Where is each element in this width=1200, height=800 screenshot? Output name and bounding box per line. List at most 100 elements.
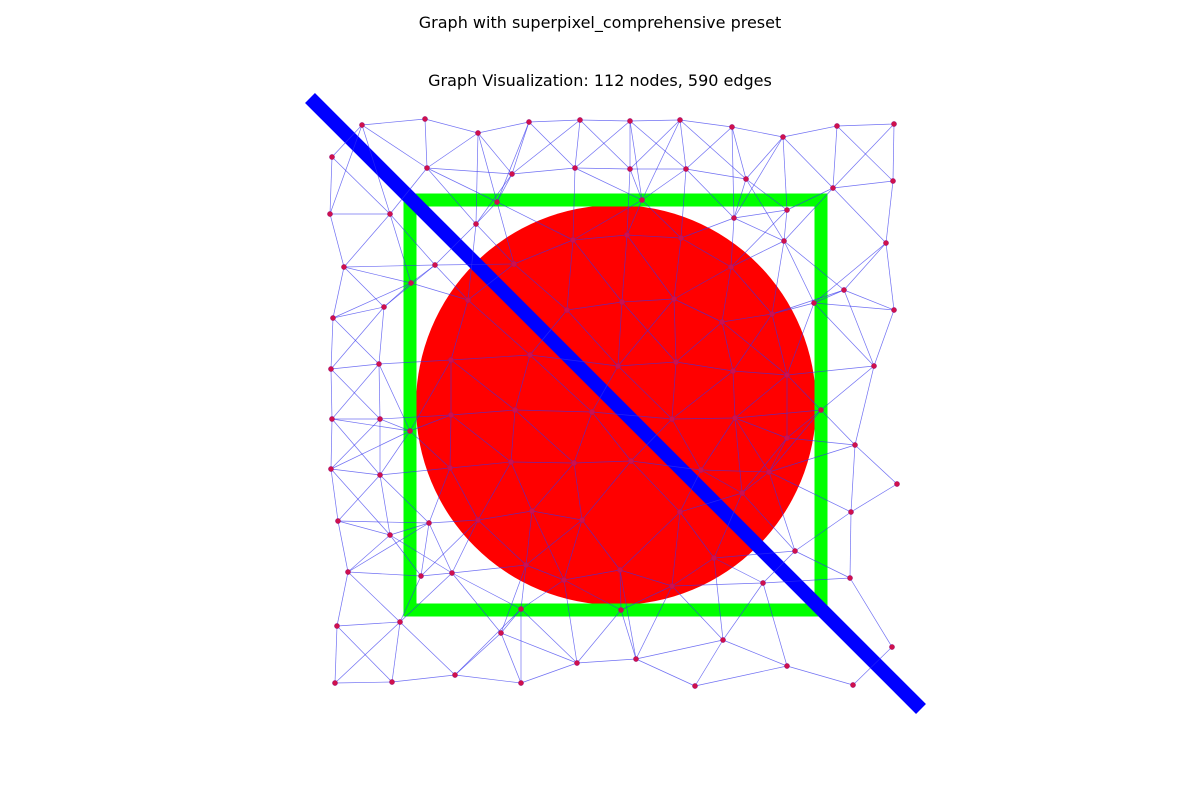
graph-node xyxy=(711,555,716,560)
graph-node xyxy=(448,357,453,362)
graph-node xyxy=(883,240,888,245)
graph-node xyxy=(781,238,786,243)
graph-node xyxy=(448,412,453,417)
graph-edge xyxy=(734,218,784,241)
graph-edge xyxy=(338,521,390,535)
graph-node xyxy=(523,562,528,567)
graph-node xyxy=(465,297,470,302)
graph-edge xyxy=(338,475,380,521)
graph-edge xyxy=(577,610,621,663)
graph-edge xyxy=(886,181,893,243)
graph-node xyxy=(579,517,584,522)
graph-edge xyxy=(344,265,435,267)
graph-edge xyxy=(695,640,723,686)
graph-node xyxy=(424,165,429,170)
graph-node xyxy=(784,207,789,212)
graph-node xyxy=(720,637,725,642)
graph-node xyxy=(422,116,427,121)
graph-node xyxy=(891,307,896,312)
graph-node xyxy=(784,435,789,440)
graph-node xyxy=(698,467,703,472)
graph-edge xyxy=(337,572,348,626)
graph-node xyxy=(784,372,789,377)
graph-edge xyxy=(630,121,642,200)
graph-edge xyxy=(886,243,894,310)
graph-edge xyxy=(746,179,784,241)
graph-edge xyxy=(455,609,521,675)
graph-node xyxy=(407,428,412,433)
graph-node xyxy=(511,261,516,266)
graph-edge xyxy=(529,122,575,168)
graph-node xyxy=(329,416,334,421)
graph-edge xyxy=(425,119,427,168)
graph-edge xyxy=(331,307,384,369)
graph-edge xyxy=(427,133,478,168)
graph-node xyxy=(334,623,339,628)
graph-node xyxy=(570,237,575,242)
graph-node xyxy=(732,415,737,420)
graph-node xyxy=(574,660,579,665)
graph-edge xyxy=(333,283,411,318)
graph-edge xyxy=(855,445,897,484)
graph-edge xyxy=(512,120,580,174)
graph-node xyxy=(387,532,392,537)
graph-edge xyxy=(501,633,577,663)
graph-node xyxy=(848,509,853,514)
graph-node xyxy=(328,466,333,471)
graph-node xyxy=(624,232,629,237)
graph-node xyxy=(327,211,332,216)
graph-node xyxy=(784,663,789,668)
graph-node xyxy=(572,165,577,170)
graph-node xyxy=(447,465,452,470)
graph-node xyxy=(692,683,697,688)
graph-edge xyxy=(787,666,853,685)
graph-node xyxy=(426,520,431,525)
graph-edge xyxy=(575,168,630,169)
graph-node xyxy=(669,416,674,421)
graph-node xyxy=(627,166,632,171)
graph-node xyxy=(760,580,765,585)
graph-node xyxy=(669,583,674,588)
graph-node xyxy=(766,469,771,474)
graph-edge xyxy=(452,573,501,633)
graph-node xyxy=(527,352,532,357)
graph-node xyxy=(509,171,514,176)
graph-node xyxy=(618,607,623,612)
graph-edge xyxy=(348,535,390,572)
graph-edge xyxy=(521,609,577,663)
graph-node xyxy=(780,134,785,139)
graph-edge xyxy=(837,124,894,126)
graph-node xyxy=(332,680,337,685)
graph-node xyxy=(330,315,335,320)
graph-edge xyxy=(680,120,686,169)
graph-edge xyxy=(521,663,577,683)
graph-edge xyxy=(344,267,384,307)
graph-edge xyxy=(501,633,521,683)
graph-edge xyxy=(833,124,894,188)
graph-node xyxy=(387,211,392,216)
graph-edge xyxy=(478,122,529,133)
graph-edge xyxy=(331,419,332,469)
graph-node xyxy=(617,567,622,572)
graph-edge xyxy=(332,419,380,475)
graph-edge xyxy=(784,210,787,241)
graph-edge xyxy=(732,127,783,137)
graph-node xyxy=(518,606,523,611)
graph-edge xyxy=(575,120,580,168)
graph-node xyxy=(377,472,382,477)
graph-node xyxy=(811,300,816,305)
graph-node xyxy=(571,460,576,465)
graph-edge xyxy=(476,133,478,224)
graph-node xyxy=(841,287,846,292)
graph-node xyxy=(475,130,480,135)
graph-node xyxy=(328,366,333,371)
graph-edge xyxy=(348,523,429,572)
graph-edge xyxy=(833,181,893,188)
graph-edge xyxy=(723,640,787,666)
graph-node xyxy=(889,644,894,649)
graph-edge xyxy=(512,168,575,174)
graph-node xyxy=(329,154,334,159)
graph-node xyxy=(683,166,688,171)
graph-node xyxy=(818,407,823,412)
graph-edge xyxy=(844,290,874,366)
